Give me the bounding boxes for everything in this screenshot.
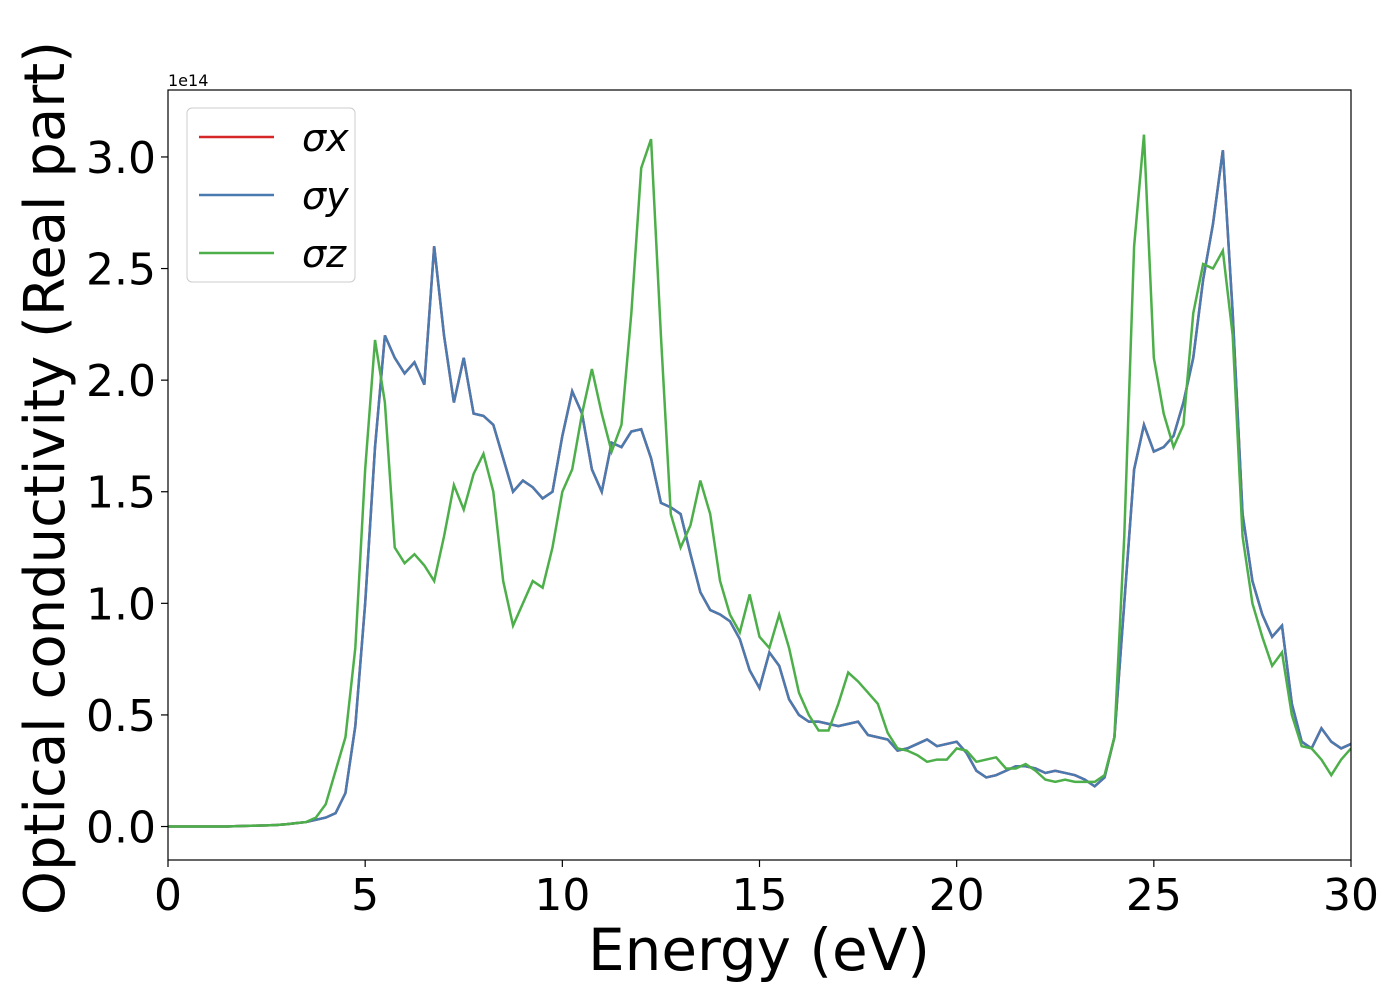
series-line: [168, 134, 1351, 828]
series-line: [168, 150, 1351, 828]
legend-label: σx: [302, 116, 349, 160]
x-tick-label: 20: [929, 870, 985, 921]
y-tick-label: 1.5: [86, 468, 156, 519]
x-tick-label: 5: [351, 870, 379, 921]
y-axis-label: Optical conductivity (Real part): [13, 41, 78, 915]
y-tick-label: 1.0: [86, 579, 156, 630]
offset-label: 1e14: [168, 71, 208, 90]
legend-label: σz: [302, 232, 347, 276]
y-tick-label: 0.5: [86, 691, 156, 742]
legend-label: σy: [302, 174, 349, 218]
y-tick-label: 3.0: [86, 133, 156, 184]
x-tick-label: 0: [154, 870, 182, 921]
x-axis-label: Energy (eV): [588, 916, 930, 984]
x-tick-label: 10: [534, 870, 590, 921]
plot-frame: [167, 89, 1352, 861]
x-tick-label: 30: [1323, 870, 1379, 921]
y-tick-label: 2.5: [86, 245, 156, 296]
y-tick-label: 2.0: [86, 356, 156, 407]
x-tick-label: 15: [732, 870, 788, 921]
y-tick-label: 0.0: [86, 803, 156, 854]
x-tick-label: 25: [1126, 870, 1182, 921]
